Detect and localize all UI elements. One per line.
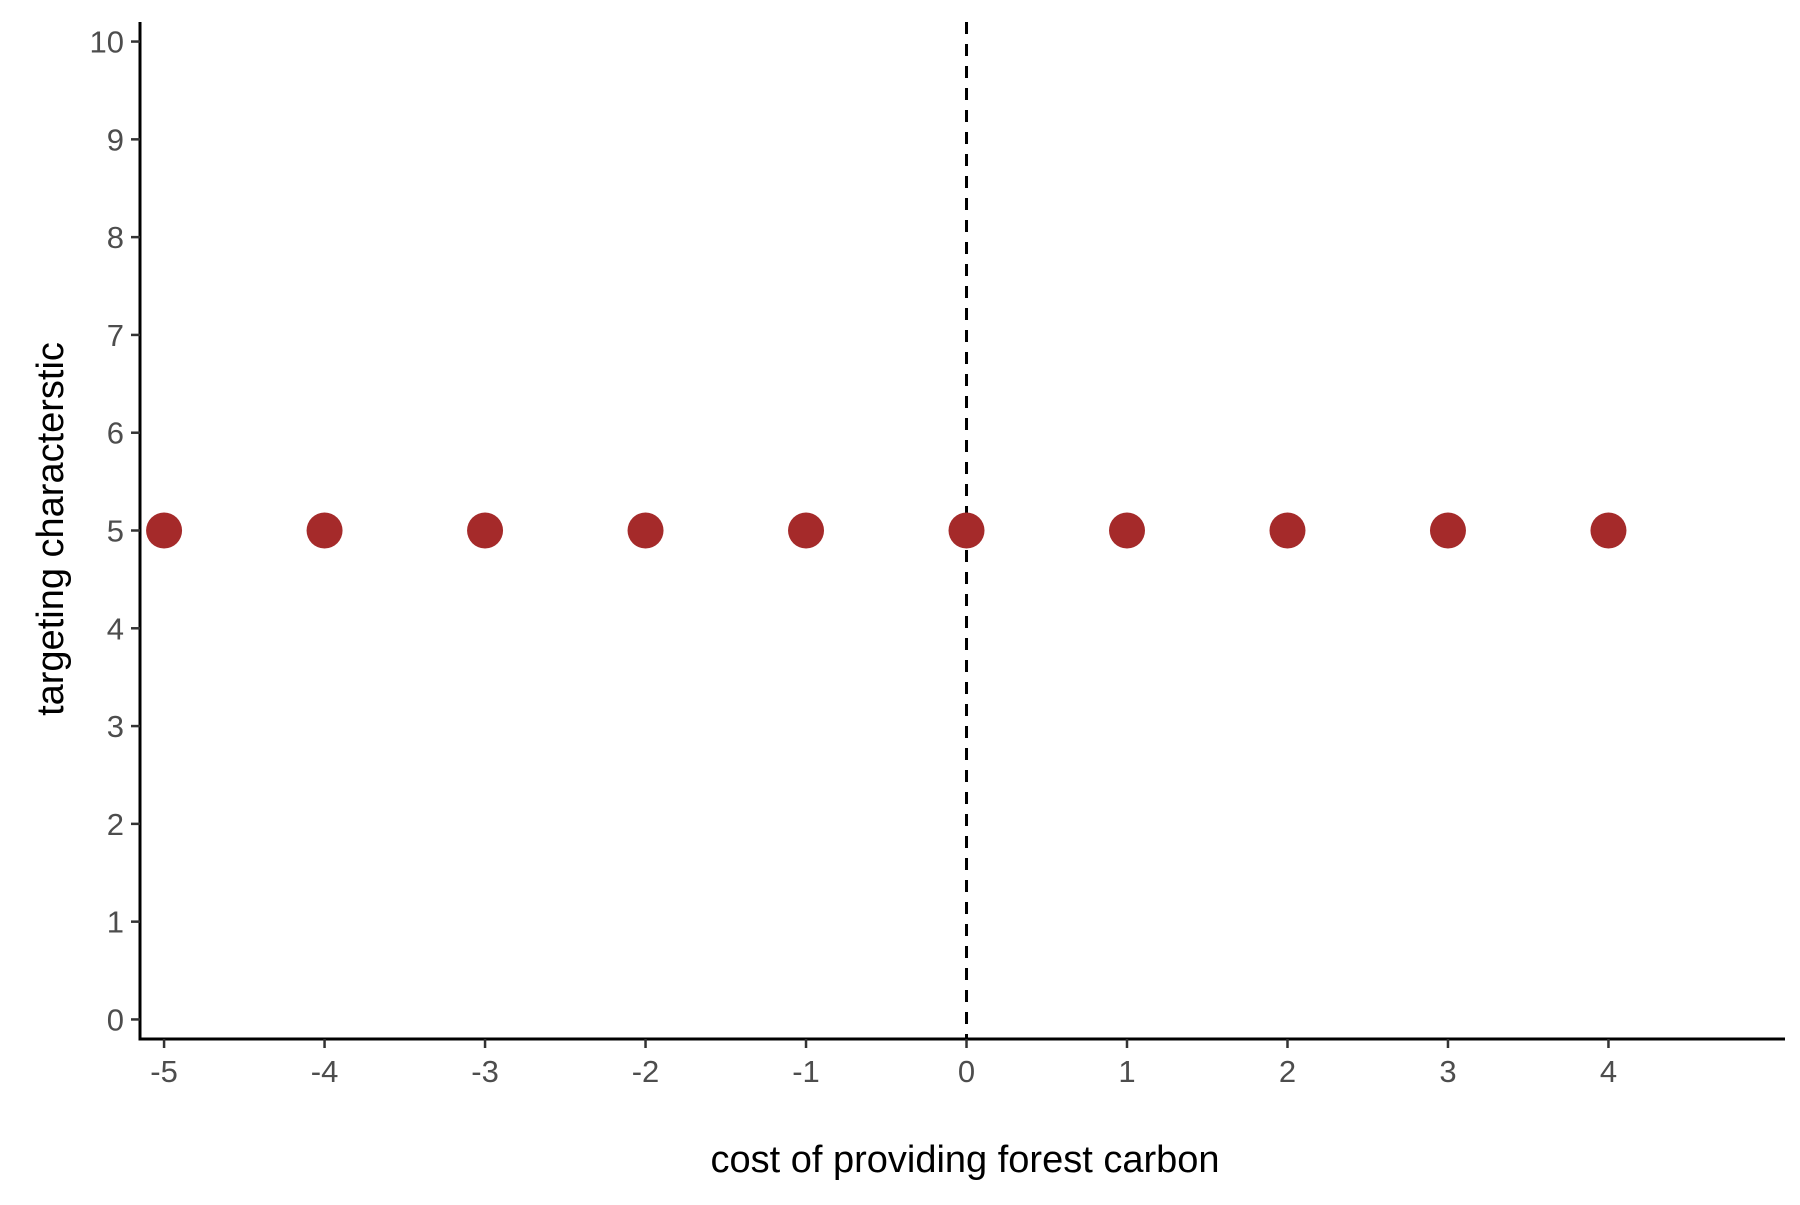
x-tick-label-1: 1 (1118, 1054, 1135, 1089)
y-tick-label-8: 8 (107, 220, 124, 255)
x-axis-ticks: -5 -4 -3 -2 -1 0 1 2 3 4 (150, 1039, 1617, 1089)
x-tick-label--2: -2 (632, 1054, 660, 1089)
data-point-8 (1429, 512, 1466, 549)
y-axis-title: targeting characterstic (30, 342, 72, 716)
y-tick-label-10: 10 (90, 25, 124, 60)
x-tick-label--1: -1 (792, 1054, 820, 1089)
data-point-7 (1269, 512, 1306, 549)
x-tick-label--5: -5 (150, 1054, 178, 1089)
x-tick-label--3: -3 (471, 1054, 499, 1089)
data-point-1 (306, 512, 343, 549)
data-point-5 (948, 512, 985, 549)
y-tick-label-1: 1 (107, 905, 124, 940)
data-point-9 (1590, 512, 1627, 549)
y-tick-label-7: 7 (107, 318, 124, 353)
y-tick-label-5: 5 (107, 514, 124, 549)
data-point-6 (1109, 512, 1145, 549)
y-axis-ticks: 0 1 2 3 4 5 6 7 8 9 10 (90, 25, 140, 1037)
x-tick-label-0: 0 (958, 1054, 975, 1089)
y-tick-label-4: 4 (107, 611, 124, 646)
y-tick-label-0: 0 (107, 1002, 124, 1037)
x-tick-label--4: -4 (311, 1054, 339, 1089)
data-points (146, 512, 1627, 549)
x-tick-label-2: 2 (1279, 1054, 1296, 1089)
x-tick-label-3: 3 (1439, 1054, 1456, 1089)
x-tick-label-4: 4 (1600, 1054, 1617, 1089)
data-point-0 (146, 512, 183, 549)
data-point-4 (788, 512, 825, 549)
data-point-3 (627, 512, 664, 549)
y-tick-label-9: 9 (107, 122, 124, 157)
data-point-2 (467, 512, 504, 549)
y-tick-label-2: 2 (107, 807, 124, 842)
x-axis-title: cost of providing forest carbon (710, 1139, 1219, 1181)
y-tick-label-3: 3 (107, 709, 124, 744)
y-tick-label-6: 6 (107, 416, 124, 451)
